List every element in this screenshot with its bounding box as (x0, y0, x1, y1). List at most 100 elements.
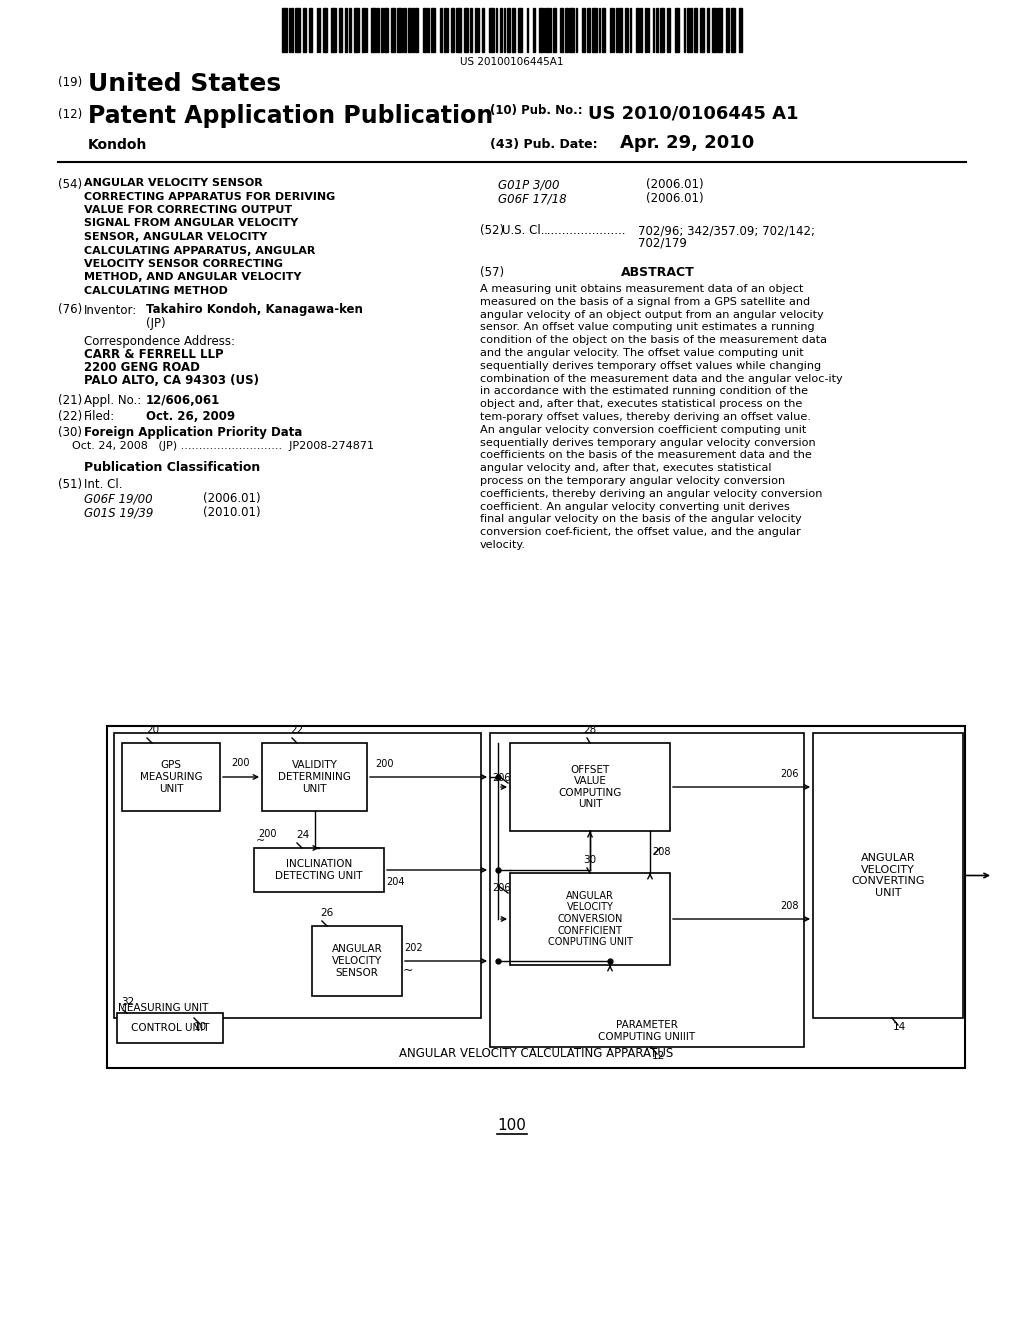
Bar (377, 8, 379, 51)
Bar (456, 8, 461, 51)
Text: conversion coef-ficient, the offset value, and the angular: conversion coef-ficient, the offset valu… (480, 527, 801, 537)
Text: 12/606,061: 12/606,061 (146, 393, 220, 407)
Bar (739, 8, 742, 51)
Text: G01S 19/39: G01S 19/39 (84, 506, 154, 519)
Text: CALCULATING METHOD: CALCULATING METHOD (84, 286, 228, 296)
Bar (645, 8, 647, 51)
Text: 10: 10 (194, 1022, 207, 1032)
Bar (694, 8, 697, 51)
Bar (625, 8, 628, 51)
Text: CONTROL UNIT: CONTROL UNIT (131, 1023, 209, 1034)
Text: G01P 3/00: G01P 3/00 (498, 178, 559, 191)
Text: CORRECTING APPARATUS FOR DERIVING: CORRECTING APPARATUS FOR DERIVING (84, 191, 335, 202)
Bar (470, 8, 472, 51)
Text: Filed:: Filed: (84, 411, 116, 422)
Text: (22): (22) (58, 411, 82, 422)
Text: 32: 32 (121, 997, 134, 1007)
Text: CALCULATING APPARATUS, ANGULAR: CALCULATING APPARATUS, ANGULAR (84, 246, 315, 256)
Text: (30): (30) (58, 426, 82, 440)
Text: ANGULAR
VELOCITY
SENSOR: ANGULAR VELOCITY SENSOR (332, 944, 382, 978)
Text: process on the temporary angular velocity conversion: process on the temporary angular velocit… (480, 477, 785, 486)
Text: 22: 22 (290, 725, 303, 735)
Text: ANGULAR
VELOCITY
CONVERTING
UNIT: ANGULAR VELOCITY CONVERTING UNIT (851, 853, 925, 898)
Text: Kondoh: Kondoh (88, 139, 147, 152)
Bar (569, 8, 574, 51)
Text: Inventor:: Inventor: (84, 304, 137, 317)
Text: Oct. 26, 2009: Oct. 26, 2009 (146, 411, 236, 422)
Bar (700, 8, 705, 51)
Bar (660, 8, 664, 51)
Text: 208: 208 (780, 902, 799, 911)
Text: 200: 200 (231, 758, 250, 768)
Text: ANGULAR VELOCITY CALCULATING APPARATUS: ANGULAR VELOCITY CALCULATING APPARATUS (399, 1047, 673, 1060)
Text: Int. Cl.: Int. Cl. (84, 478, 123, 491)
Bar (354, 8, 359, 51)
Text: VALIDITY
DETERMINING
UNIT: VALIDITY DETERMINING UNIT (279, 760, 351, 793)
Bar (717, 8, 722, 51)
Text: sensor. An offset value computing unit estimates a running: sensor. An offset value computing unit e… (480, 322, 815, 333)
Text: 702/179: 702/179 (638, 238, 687, 249)
Bar (339, 8, 342, 51)
Text: object and, after that, executes statistical process on the: object and, after that, executes statist… (480, 399, 803, 409)
Text: US 20100106445A1: US 20100106445A1 (460, 57, 564, 67)
Text: 20: 20 (146, 725, 159, 735)
Text: INCLINATION
DETECTING UNIT: INCLINATION DETECTING UNIT (275, 859, 362, 880)
Text: (2006.01): (2006.01) (203, 492, 261, 506)
Text: 28: 28 (584, 725, 597, 735)
Text: (76): (76) (58, 304, 82, 317)
Bar (712, 8, 716, 51)
Text: ANGULAR VELOCITY SENSOR: ANGULAR VELOCITY SENSOR (84, 178, 263, 187)
Bar (640, 8, 642, 51)
Text: Takahiro Kondoh, Kanagawa-ken: Takahiro Kondoh, Kanagawa-ken (146, 304, 362, 317)
Bar (349, 8, 351, 51)
Text: (57): (57) (480, 267, 504, 279)
Text: (54): (54) (58, 178, 82, 191)
Text: 702/96; 342/357.09; 702/142;: 702/96; 342/357.09; 702/142; (638, 224, 815, 238)
Bar (475, 8, 477, 51)
Text: angular velocity of an object output from an angular velocity: angular velocity of an object output fro… (480, 310, 823, 319)
Bar (546, 8, 549, 51)
Bar (312, 927, 402, 997)
Text: sequentially derives temporary offset values while changing: sequentially derives temporary offset va… (480, 360, 821, 371)
Bar (518, 8, 522, 51)
Text: 24: 24 (296, 830, 309, 840)
Text: and the angular velocity. The offset value computing unit: and the angular velocity. The offset val… (480, 348, 804, 358)
Text: condition of the object on the basis of the measurement data: condition of the object on the basis of … (480, 335, 827, 346)
Text: (2010.01): (2010.01) (203, 506, 261, 519)
Bar (391, 8, 395, 51)
Text: OFFSET
VALUE
COMPUTING
UNIT: OFFSET VALUE COMPUTING UNIT (558, 764, 622, 809)
Bar (384, 8, 388, 51)
Text: (52): (52) (480, 224, 504, 238)
Bar (114, 733, 481, 1018)
Text: PALO ALTO, CA 94303 (US): PALO ALTO, CA 94303 (US) (84, 374, 259, 387)
Text: 2200 GENG ROAD: 2200 GENG ROAD (84, 360, 200, 374)
Text: US 2010/0106445 A1: US 2010/0106445 A1 (588, 104, 799, 121)
Text: ~: ~ (256, 836, 265, 846)
Text: Publication Classification: Publication Classification (84, 461, 260, 474)
Text: (51): (51) (58, 478, 82, 491)
Text: tem-porary offset values, thereby deriving an offset value.: tem-porary offset values, thereby derivi… (480, 412, 811, 422)
Bar (507, 8, 510, 51)
Bar (587, 8, 590, 51)
Text: (43) Pub. Date:: (43) Pub. Date: (490, 139, 598, 150)
Text: 200: 200 (258, 829, 276, 840)
Bar (592, 8, 597, 51)
Bar (690, 8, 692, 51)
Bar (303, 8, 306, 51)
Bar (408, 8, 411, 51)
Bar (397, 8, 401, 51)
Bar (309, 8, 312, 51)
Text: 202: 202 (404, 942, 423, 953)
Text: 206: 206 (780, 770, 799, 779)
Bar (500, 8, 502, 51)
Text: 14: 14 (893, 1022, 906, 1032)
Bar (675, 8, 679, 51)
Bar (295, 8, 300, 51)
Text: combination of the measurement data and the angular veloc-ity: combination of the measurement data and … (480, 374, 843, 384)
Text: ANGULAR
VELOCITY
CONVERSION
CONFFICIENT
CONPUTING UNIT: ANGULAR VELOCITY CONVERSION CONFFICIENT … (548, 891, 633, 948)
Bar (610, 8, 612, 51)
Bar (440, 8, 442, 51)
Text: SIGNAL FROM ANGULAR VELOCITY: SIGNAL FROM ANGULAR VELOCITY (84, 219, 298, 228)
Text: SENSOR, ANGULAR VELOCITY: SENSOR, ANGULAR VELOCITY (84, 232, 267, 242)
Text: VALUE FOR CORRECTING OUTPUT: VALUE FOR CORRECTING OUTPUT (84, 205, 292, 215)
